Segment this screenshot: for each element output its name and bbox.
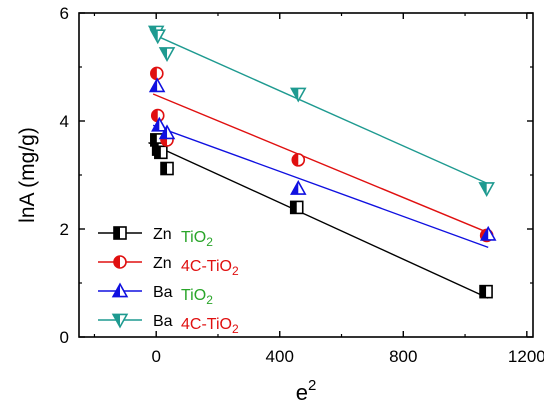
ba-4c-tio2-point: [149, 29, 167, 45]
legend-metal-label: Ba: [153, 313, 173, 330]
zn-tio2-fit-line: [148, 141, 489, 299]
marker-fill: [292, 153, 299, 166]
zn-tio2-point: [479, 284, 493, 299]
fit-lines: [148, 35, 491, 299]
legend-material-name: TiO: [181, 229, 206, 246]
y-axis-label: lnA (mg/g): [16, 127, 39, 223]
marker-fill: [113, 284, 120, 297]
ba-4c-tio2-fit-line: [155, 35, 487, 184]
marker-fill: [114, 227, 120, 239]
marker-fill: [151, 109, 158, 122]
x-axis-label-base: e: [296, 380, 308, 405]
ba-tio2-point: [148, 77, 166, 93]
marker-fill: [154, 146, 161, 159]
marker-fill: [150, 79, 158, 92]
x-axis-label: e2: [296, 377, 317, 405]
marker-fill: [150, 67, 157, 80]
legend-material-label: 4C-TiO2: [181, 258, 239, 278]
legend-marker: [113, 255, 127, 269]
y-tick-label: 2: [60, 220, 69, 239]
legend-material-name: 4C-TiO: [181, 258, 232, 275]
legend-material-subscript: 2: [206, 235, 213, 249]
legend-item-ba-4c-tio2: Ba 4C-TiO2: [98, 313, 239, 336]
legend-metal-label: Ba: [153, 284, 173, 301]
data-points: [147, 25, 497, 299]
zn-4c-tio2-fit-line: [152, 93, 491, 234]
legend-marker: [113, 226, 127, 240]
ba-tio2-fit-line: [152, 124, 489, 249]
marker-fill: [152, 118, 160, 131]
legend-material-subscript: 2: [232, 322, 239, 336]
ba-tio2-point: [290, 179, 307, 195]
y-tick-label: 4: [60, 112, 69, 131]
marker-fill: [113, 314, 120, 327]
legend-marker: [111, 313, 129, 329]
x-tick-label: 800: [389, 347, 417, 366]
legend-material-subscript: 2: [206, 293, 213, 307]
legend-material-subscript: 2: [232, 264, 239, 278]
legend-metal-label: Zn: [153, 255, 172, 272]
marker-fill: [291, 181, 299, 195]
ba-tio2-point: [158, 124, 176, 140]
x-tick-label: 0: [151, 347, 160, 366]
legend-item-ba-tio2: Ba TiO2: [98, 282, 213, 307]
marker-fill: [290, 201, 297, 214]
legend-item-zn-tio2: Zn TiO2: [98, 226, 213, 249]
ba-4c-tio2-point: [478, 182, 495, 198]
zn-tio2-point: [154, 145, 168, 160]
ba-tio2-point: [479, 225, 497, 241]
marker-fill: [479, 182, 487, 196]
marker-fill: [291, 88, 299, 101]
ba-4c-tio2-point: [158, 47, 176, 63]
legend-metal-label: Zn: [153, 226, 172, 243]
x-tick-label: 400: [266, 347, 294, 366]
plot-frame: [78, 12, 534, 338]
legend-marker: [111, 282, 129, 298]
marker-fill: [481, 227, 489, 240]
legend-material-label: TiO2: [181, 229, 213, 249]
legend-material-name: 4C-TiO: [181, 316, 232, 333]
marker-fill: [114, 256, 120, 268]
legend-material-label: 4C-TiO2: [181, 316, 239, 336]
legend-material-label: TiO2: [181, 287, 213, 307]
ba-4c-tio2-point: [290, 87, 307, 103]
marker-fill: [160, 125, 168, 139]
x-axis-label-exponent: 2: [308, 377, 316, 394]
marker-fill: [160, 47, 168, 61]
legend-item-zn-4c-tio2: Zn 4C-TiO2: [98, 255, 239, 278]
axis-ticks: 0 400 800 1200 0 2 4 6: [60, 4, 544, 366]
marker-fill: [480, 285, 487, 298]
zn-tio2-point: [289, 200, 304, 215]
marker-fill: [150, 30, 158, 43]
y-tick-label: 0: [60, 328, 69, 347]
zn-4c-tio2-point: [150, 66, 164, 81]
zn-tio2-point: [160, 161, 174, 176]
legend-material-name: TiO: [181, 287, 206, 304]
ba-tio2-point: [151, 116, 168, 132]
marker-fill: [161, 162, 168, 175]
y-tick-label: 6: [60, 4, 69, 23]
zn-4c-tio2-point: [291, 153, 306, 167]
x-tick-label: 1200: [508, 347, 544, 366]
marker-fill: [150, 133, 157, 146]
